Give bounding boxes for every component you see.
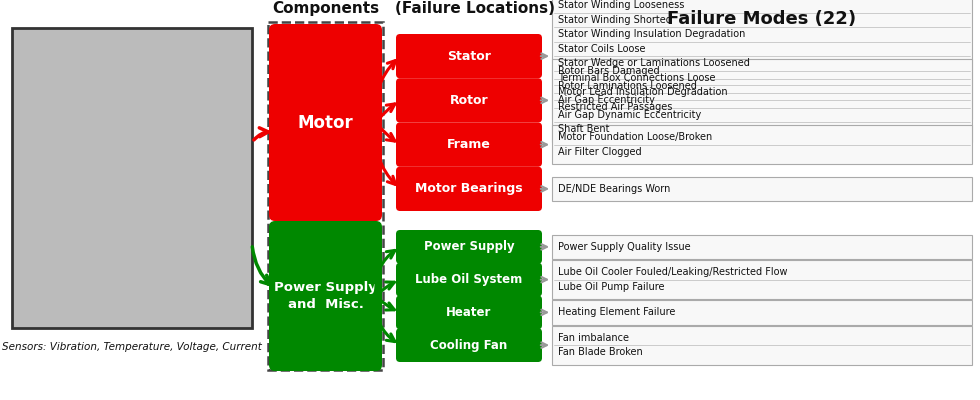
Text: Air Filter Clogged: Air Filter Clogged	[558, 147, 642, 157]
Text: Lube Oil System: Lube Oil System	[416, 273, 522, 286]
Bar	[552, 177, 972, 201]
Text: Stator Winding Insulation Degradation: Stator Winding Insulation Degradation	[558, 29, 746, 39]
FancyBboxPatch shape	[269, 24, 382, 221]
Text: Stator: Stator	[447, 50, 491, 63]
Bar	[12, 28, 252, 328]
Text: Power Supply: Power Supply	[423, 240, 514, 253]
Text: Lube Oil Pump Failure: Lube Oil Pump Failure	[558, 282, 664, 292]
Text: DE/NDE Bearings Worn: DE/NDE Bearings Worn	[558, 184, 670, 194]
Bar	[552, 59, 972, 142]
Bar	[552, 235, 972, 259]
Text: Power Supply Quality Issue: Power Supply Quality Issue	[558, 242, 691, 252]
Text: Air Gap Eccentricity: Air Gap Eccentricity	[558, 95, 655, 105]
Bar	[552, 0, 972, 119]
Text: Motor Lead Insulation Degradation: Motor Lead Insulation Degradation	[558, 87, 727, 97]
Text: Power Supply
and  Misc.: Power Supply and Misc.	[274, 280, 377, 312]
Text: Restricted Air Passages: Restricted Air Passages	[558, 102, 672, 112]
FancyBboxPatch shape	[396, 167, 542, 211]
Text: Shaft Bent: Shaft Bent	[558, 124, 610, 134]
Text: Lube Oil Cooler Fouled/Leaking/Restricted Flow: Lube Oil Cooler Fouled/Leaking/Restricte…	[558, 267, 788, 277]
FancyBboxPatch shape	[396, 78, 542, 122]
FancyBboxPatch shape	[396, 34, 542, 78]
Text: Stator Winding Shorted: Stator Winding Shorted	[558, 15, 672, 25]
Text: Heating Element Failure: Heating Element Failure	[558, 307, 675, 317]
Text: Failure Modes (22): Failure Modes (22)	[667, 10, 857, 28]
Text: Terminal Box Connections Loose: Terminal Box Connections Loose	[558, 73, 715, 83]
FancyBboxPatch shape	[396, 296, 542, 329]
Text: Cooling Fan: Cooling Fan	[430, 339, 508, 352]
Text: Fan Blade Broken: Fan Blade Broken	[558, 347, 643, 357]
Text: Stator Winding Looseness: Stator Winding Looseness	[558, 0, 684, 10]
Text: Components: Components	[271, 1, 379, 16]
Bar	[552, 326, 972, 365]
Bar	[268, 22, 383, 370]
Text: Motor Bearings: Motor Bearings	[416, 182, 522, 195]
Text: Stator Coils Loose: Stator Coils Loose	[558, 44, 646, 54]
Bar	[552, 300, 972, 325]
Text: Motor: Motor	[298, 114, 354, 132]
Text: Air Gap Dynamic Eccentricity: Air Gap Dynamic Eccentricity	[558, 110, 702, 120]
FancyBboxPatch shape	[396, 122, 542, 167]
Text: Fan imbalance: Fan imbalance	[558, 333, 629, 343]
Text: Stator Wedge or Laminations Loosened: Stator Wedge or Laminations Loosened	[558, 58, 750, 68]
Text: Rotor: Rotor	[450, 94, 488, 107]
FancyBboxPatch shape	[396, 263, 542, 296]
Bar	[552, 260, 972, 299]
FancyBboxPatch shape	[396, 328, 542, 362]
Text: Sub-Component
(Failure Locations): Sub-Component (Failure Locations)	[395, 0, 555, 16]
Bar	[552, 125, 972, 164]
Text: Heater: Heater	[446, 306, 492, 319]
Text: Sensors: Vibration, Temperature, Voltage, Current: Sensors: Vibration, Temperature, Voltage…	[2, 342, 262, 352]
FancyBboxPatch shape	[396, 230, 542, 264]
Text: Rotor Bars Damaged: Rotor Bars Damaged	[558, 66, 660, 76]
Text: Rotor Laminations Loosened: Rotor Laminations Loosened	[558, 81, 697, 91]
Text: Motor Foundation Loose/Broken: Motor Foundation Loose/Broken	[558, 132, 712, 142]
FancyBboxPatch shape	[269, 221, 382, 371]
Text: Frame: Frame	[447, 138, 491, 151]
